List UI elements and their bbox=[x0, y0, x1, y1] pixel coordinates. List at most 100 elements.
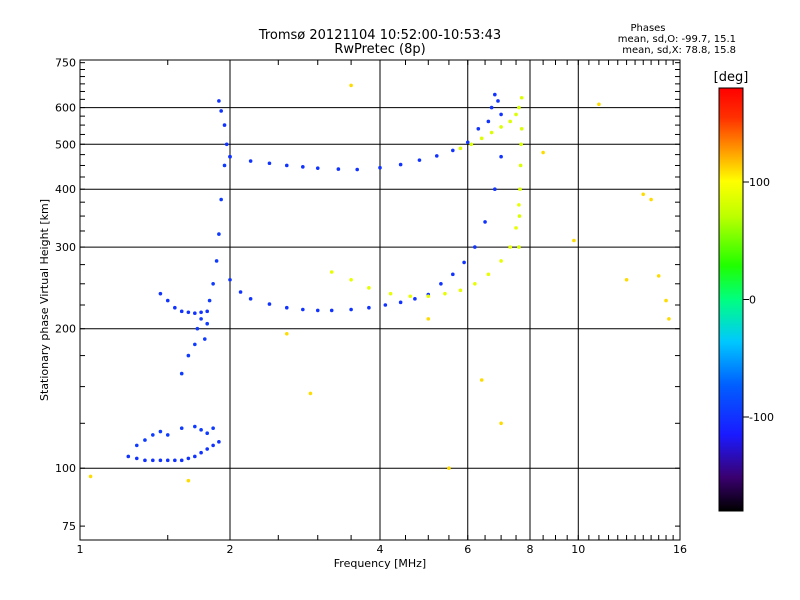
data-point bbox=[329, 270, 334, 274]
x-tick-label: 4 bbox=[377, 543, 384, 556]
data-point bbox=[572, 238, 576, 243]
data-point bbox=[195, 326, 200, 331]
data-point bbox=[398, 162, 403, 167]
data-point bbox=[451, 272, 455, 277]
data-point bbox=[519, 95, 524, 100]
data-point bbox=[336, 167, 341, 171]
x-tick-label: 1 bbox=[77, 543, 84, 556]
data-point bbox=[493, 92, 497, 97]
phases-x-line: mean, sd,X: 78.8, 15.8 bbox=[622, 45, 736, 56]
data-point bbox=[518, 187, 522, 191]
data-point bbox=[426, 317, 431, 321]
data-point bbox=[398, 300, 403, 305]
x-tick-label: 6 bbox=[464, 543, 471, 556]
data-point bbox=[508, 245, 512, 249]
data-point bbox=[508, 119, 512, 124]
data-point bbox=[199, 450, 203, 455]
y-tick-label: 400 bbox=[55, 183, 76, 196]
data-point bbox=[205, 447, 209, 451]
x-tick-label: 2 bbox=[227, 543, 234, 556]
data-point bbox=[462, 260, 466, 265]
colorbar bbox=[718, 87, 744, 512]
data-point bbox=[284, 331, 289, 336]
data-point bbox=[222, 163, 227, 168]
data-point bbox=[499, 112, 503, 117]
data-point bbox=[199, 428, 203, 432]
data-point bbox=[211, 443, 215, 448]
data-point bbox=[284, 163, 289, 168]
colorbar-ticks: 100 0 -100 bbox=[743, 176, 774, 424]
data-point bbox=[179, 371, 184, 376]
data-point bbox=[597, 102, 601, 107]
data-point bbox=[134, 443, 139, 448]
data-point bbox=[367, 286, 371, 290]
data-point bbox=[664, 298, 668, 303]
data-point bbox=[458, 288, 463, 293]
data-point bbox=[489, 130, 494, 135]
y-tick-label: 750 bbox=[55, 57, 76, 70]
data-point bbox=[158, 291, 163, 296]
data-point bbox=[126, 454, 131, 459]
data-point bbox=[202, 337, 207, 341]
data-point bbox=[143, 458, 147, 463]
data-point bbox=[301, 165, 305, 169]
data-point bbox=[217, 99, 221, 103]
data-point bbox=[349, 83, 353, 88]
x-tick-label: 8 bbox=[527, 543, 534, 556]
data-point bbox=[388, 291, 393, 296]
data-point bbox=[624, 278, 629, 282]
data-point bbox=[667, 317, 671, 321]
data-point bbox=[207, 298, 212, 303]
data-point bbox=[165, 298, 170, 303]
y-tick-label: 300 bbox=[55, 241, 76, 254]
data-point bbox=[349, 278, 353, 282]
data-point bbox=[193, 454, 197, 459]
data-point bbox=[426, 294, 431, 299]
chart-title: Tromsø 20121104 10:52:00-10:53:43 bbox=[258, 28, 501, 43]
data-point bbox=[186, 478, 191, 483]
data-point bbox=[179, 309, 184, 314]
data-point bbox=[443, 291, 447, 296]
data-point bbox=[219, 197, 223, 202]
data-point bbox=[483, 220, 487, 224]
data-point bbox=[473, 245, 477, 249]
data-point bbox=[479, 378, 484, 382]
x-tick-label: 16 bbox=[673, 543, 687, 556]
data-point bbox=[186, 353, 191, 358]
data-point bbox=[469, 142, 474, 147]
data-point bbox=[489, 105, 494, 110]
data-point bbox=[193, 342, 197, 347]
data-point bbox=[211, 426, 215, 430]
data-point bbox=[465, 140, 470, 145]
data-point bbox=[649, 197, 653, 202]
data-point bbox=[165, 458, 170, 463]
data-point bbox=[193, 424, 197, 429]
data-point bbox=[199, 317, 203, 321]
data-point bbox=[219, 109, 223, 113]
data-point bbox=[267, 161, 272, 166]
data-point bbox=[199, 310, 203, 315]
data-point bbox=[493, 187, 497, 191]
data-point bbox=[238, 290, 243, 294]
data-point bbox=[179, 458, 184, 463]
data-point bbox=[517, 203, 521, 207]
data-point bbox=[134, 456, 139, 461]
data-point bbox=[284, 305, 289, 310]
data-point bbox=[479, 136, 484, 141]
data-point bbox=[228, 154, 232, 159]
data-point bbox=[439, 281, 443, 286]
data-point bbox=[315, 166, 320, 170]
data-point bbox=[228, 278, 232, 282]
data-point bbox=[173, 458, 177, 463]
data-point bbox=[383, 303, 388, 307]
data-point bbox=[486, 119, 491, 124]
data-point bbox=[308, 391, 313, 396]
data-point bbox=[476, 126, 481, 131]
data-point bbox=[458, 146, 463, 151]
data-point bbox=[349, 307, 353, 312]
data-point bbox=[434, 154, 439, 158]
data-point bbox=[408, 294, 413, 299]
x-tick-labels: 1 2 4 6 8 10 16 bbox=[77, 543, 688, 556]
y-tick-label: 600 bbox=[55, 102, 76, 115]
